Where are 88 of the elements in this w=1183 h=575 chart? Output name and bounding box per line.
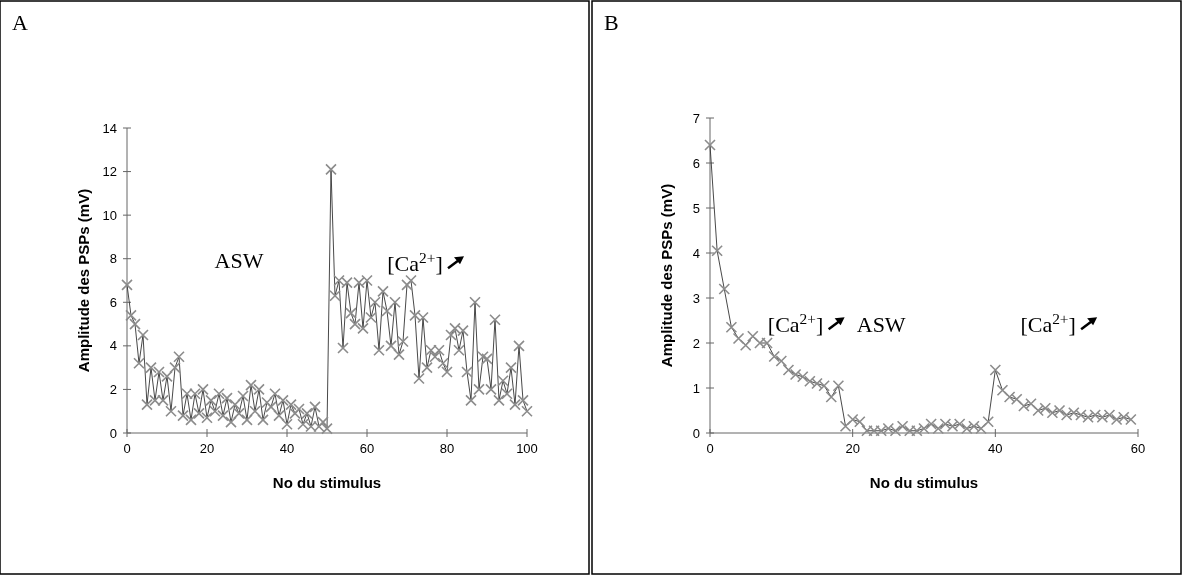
annotation: ASW: [856, 312, 906, 338]
y-tick-label: 0: [692, 425, 700, 441]
y-tick-label: 2: [692, 335, 700, 351]
point: [839, 420, 852, 433]
y-axis-title: Amplitude des PSPs (mV): [658, 183, 675, 368]
point: [768, 350, 780, 363]
point: [796, 370, 809, 383]
x-tick-label: 100: [516, 441, 538, 456]
chart-title: A: [12, 10, 28, 35]
x-tick-label: 60: [1130, 441, 1146, 456]
x-tick-label: 80: [439, 441, 455, 456]
point: [889, 424, 902, 437]
point: [811, 377, 823, 390]
point: [739, 339, 752, 352]
y-tick-label: 8: [109, 251, 117, 267]
point: [939, 418, 952, 430]
x-axis-title: No du stimulus: [869, 474, 979, 491]
point: [932, 422, 945, 435]
point: [982, 415, 994, 428]
point: [1046, 406, 1059, 419]
point: [1125, 413, 1137, 426]
y-tick-label: 5: [692, 200, 700, 216]
point: [1039, 402, 1052, 415]
y-tick-label: 3: [692, 290, 700, 306]
y-axis-title: Amplitude des PSPs (mV): [75, 188, 92, 373]
point: [832, 379, 845, 392]
point: [1018, 400, 1030, 412]
y-tick-label: 1: [692, 380, 700, 396]
point: [1110, 413, 1123, 426]
x-tick-label: 0: [123, 441, 131, 456]
x-tick-label: 0: [706, 441, 714, 456]
point: [975, 422, 987, 435]
point: [789, 368, 802, 381]
point: [925, 418, 937, 430]
x-tick-label: 40: [988, 441, 1003, 456]
point: [896, 420, 909, 433]
point: [854, 415, 866, 428]
x-axis-title: No du stimulus: [272, 474, 382, 491]
point: [1060, 409, 1073, 421]
point: [732, 332, 745, 345]
point: [1082, 411, 1094, 424]
point: [1053, 404, 1066, 417]
point: [1003, 391, 1016, 403]
point: [953, 418, 966, 430]
y-tick-label: 14: [102, 120, 117, 136]
y-tick-label: 6: [692, 155, 700, 171]
point: [918, 422, 930, 435]
x-tick-label: 20: [845, 441, 860, 456]
annotation: [Ca$^{2+}$]: [767, 309, 824, 338]
point: [747, 330, 759, 343]
point: [718, 283, 731, 295]
y-tick-label: 2: [109, 381, 117, 397]
point: [1032, 404, 1044, 417]
point: [1089, 409, 1101, 421]
annotation: [Ca$^{2+}$]: [1020, 309, 1076, 338]
point: [989, 364, 1002, 376]
y-tick-label: 12: [102, 164, 117, 180]
y-tick-label: 4: [692, 245, 700, 261]
x-tick-label: 60: [359, 441, 375, 456]
point: [711, 244, 723, 257]
chart-title: B: [604, 10, 619, 35]
annotation: ASW: [214, 248, 264, 274]
point: [1010, 393, 1023, 406]
point: [825, 391, 838, 403]
point: [1117, 411, 1130, 424]
point: [961, 422, 973, 435]
point: [704, 139, 716, 151]
y-tick-label: 0: [109, 425, 117, 441]
point: [804, 375, 816, 388]
point: [818, 379, 830, 392]
point: [946, 420, 959, 433]
x-tick-label: 20: [199, 441, 215, 456]
y-tick-label: 10: [102, 207, 117, 223]
point: [996, 384, 1009, 397]
annotation: [Ca$^{2+}$]: [387, 248, 443, 277]
point: [1068, 406, 1080, 419]
y-tick-label: 4: [109, 338, 117, 354]
point: [1096, 411, 1109, 424]
point: [775, 355, 788, 367]
point: [782, 364, 795, 376]
x-tick-label: 40: [279, 441, 295, 456]
point: [1025, 397, 1037, 410]
point: [846, 413, 859, 426]
y-tick-label: 7: [692, 110, 700, 126]
point: [1075, 409, 1087, 421]
point: [725, 321, 738, 334]
y-tick-label: 6: [109, 294, 117, 310]
point: [1103, 409, 1116, 421]
